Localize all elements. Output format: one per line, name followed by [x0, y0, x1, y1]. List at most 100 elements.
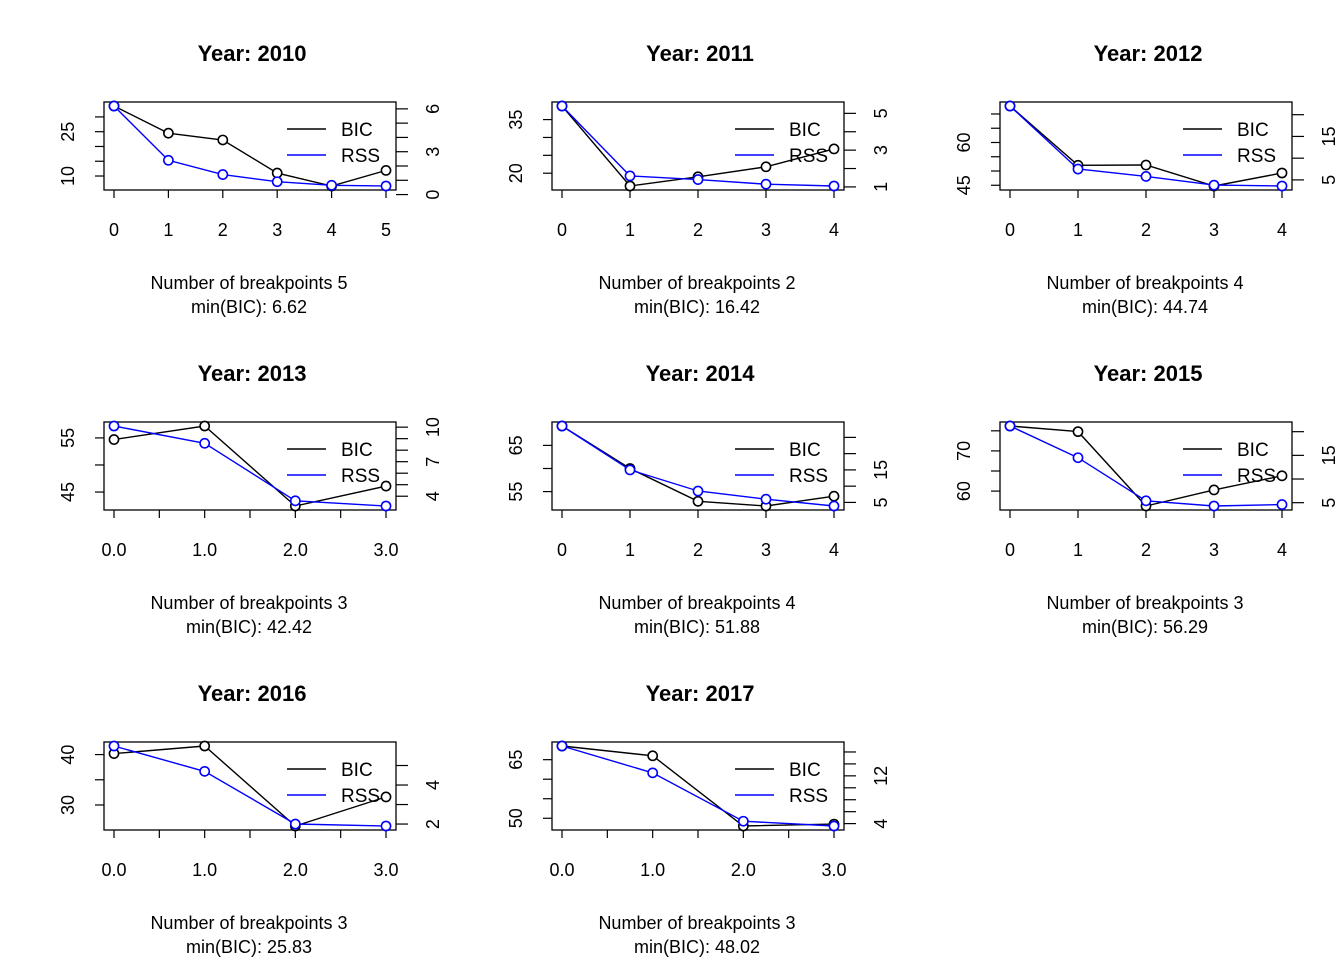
data-point-rss [1072, 452, 1084, 464]
panel-title: Year: 2011 [646, 41, 754, 66]
panel-2016: Year: 2016 0.0 1.0 2.0 3.0 30 40 2 4 BIC RSS Number… [58, 681, 443, 957]
x-tick-label: 0.0 [101, 540, 126, 560]
right-tick-label: 5 [871, 497, 891, 507]
left-tick-label: 50 [506, 808, 526, 828]
data-point-bic [1276, 470, 1288, 482]
data-point-bic [380, 480, 392, 492]
left-tick-label: 10 [58, 166, 78, 186]
right-tick-label: 2 [423, 819, 443, 829]
legend-label-rss: RSS [341, 786, 380, 807]
left-tick-label: 70 [954, 441, 974, 461]
legend-label-rss: RSS [789, 146, 828, 167]
data-point-bic [1208, 484, 1220, 496]
data-point-bic [271, 167, 283, 179]
right-tick-label: 4 [423, 780, 443, 790]
data-point-rss [271, 176, 283, 188]
x-tick-label: 2 [693, 220, 703, 240]
data-point-bic [624, 180, 636, 192]
x-tick-label: 0 [1005, 540, 1015, 560]
x-tick-label: 1 [1073, 220, 1083, 240]
data-point-rss [380, 820, 392, 832]
data-point-rss [108, 420, 120, 432]
series-line-bic [113, 105, 387, 187]
left-tick-label: 35 [506, 110, 526, 130]
x-tick-label: 3.0 [373, 540, 398, 560]
panel-2017: Year: 2017 0.0 1.0 2.0 3.0 50 65 4 12 BIC RSS Numbe… [506, 681, 891, 957]
x-tick-label: 1 [1073, 540, 1083, 560]
x-tick-label: 3 [761, 540, 771, 560]
data-point-rss [1208, 179, 1220, 191]
series-line-rss [113, 105, 387, 187]
data-point-rss [289, 495, 301, 507]
data-point-rss [1208, 500, 1220, 512]
series-line-bic [113, 745, 387, 827]
right-tick-label: 7 [423, 457, 443, 467]
data-point-rss [828, 180, 840, 192]
x-tick-label: 0 [557, 220, 567, 240]
right-tick-label: 5 [1319, 498, 1339, 508]
data-point-rss [828, 820, 840, 832]
data-point-rss [556, 100, 568, 112]
breakpoints-label: Number of breakpoints 4 [598, 593, 795, 613]
min-bic-label: min(BIC): 48.02 [634, 937, 760, 957]
data-point-rss [1140, 171, 1152, 182]
panel-2012: Year: 2012 0 1 2 3 4 45 60 5 15 BIC RSS Number of br… [954, 41, 1339, 317]
data-point-rss [289, 818, 301, 830]
right-tick-label: 15 [871, 460, 891, 480]
x-tick-label: 0.0 [101, 860, 126, 880]
data-point-rss [1004, 100, 1016, 112]
data-point-bic [108, 434, 120, 445]
x-tick-label: 4 [1277, 220, 1287, 240]
x-tick-label: 2 [693, 540, 703, 560]
data-point-rss [1072, 163, 1084, 175]
legend-label-bic: BIC [789, 120, 821, 141]
data-point-rss [217, 169, 229, 180]
data-point-rss [1004, 420, 1016, 432]
x-tick-label: 1 [625, 540, 635, 560]
right-tick-label: 6 [423, 104, 443, 114]
panel-2014: Year: 2014 0 1 2 3 4 55 65 5 15 BIC RSS Number of br… [506, 361, 891, 637]
data-point-rss [199, 765, 211, 777]
right-tick-label: 3 [423, 147, 443, 157]
left-tick-label: 65 [506, 435, 526, 455]
data-point-rss [624, 464, 636, 476]
data-point-rss [1276, 499, 1288, 510]
series-line-rss [113, 425, 387, 507]
data-point-bic [828, 143, 840, 155]
series-line-bic [113, 425, 387, 507]
x-tick-label: 1.0 [640, 860, 665, 880]
right-tick-label: 15 [1319, 126, 1339, 146]
data-point-bic [692, 495, 704, 507]
legend-label-rss: RSS [789, 466, 828, 487]
data-point-bic [1072, 426, 1084, 438]
data-point-rss [692, 485, 704, 497]
series-line-bic [561, 745, 835, 827]
x-tick-label: 0.0 [549, 860, 574, 880]
x-tick-label: 3 [272, 220, 282, 240]
x-tick-label: 3 [761, 220, 771, 240]
panel-2013: Year: 2013 0.0 1.0 2.0 3.0 45 55 4 7 10 BIC RSS Numb… [58, 361, 443, 637]
panel-2015: Year: 2015 0 1 2 3 4 60 70 5 15 BIC RSS Number of br… [954, 361, 1339, 637]
panel-title: Year: 2010 [198, 41, 307, 66]
left-tick-label: 30 [58, 795, 78, 815]
breakpoints-label: Number of breakpoints 5 [150, 273, 347, 293]
panel-title: Year: 2015 [1094, 361, 1203, 386]
data-point-bic [828, 490, 840, 502]
data-point-rss [556, 740, 568, 752]
panel-title: Year: 2014 [646, 361, 756, 386]
data-point-bic [380, 791, 392, 803]
legend-label-rss: RSS [341, 146, 380, 167]
legend-label-bic: BIC [341, 120, 373, 141]
legend-label-bic: BIC [1237, 440, 1269, 461]
left-tick-label: 65 [506, 750, 526, 770]
x-tick-label: 4 [829, 540, 839, 560]
panel-title: Year: 2016 [198, 681, 307, 706]
x-tick-label: 1 [625, 220, 635, 240]
legend-label-bic: BIC [341, 440, 373, 461]
right-tick-label: 12 [871, 766, 891, 786]
x-tick-label: 3.0 [821, 860, 846, 880]
data-point-rss [199, 437, 211, 449]
data-point-rss [737, 815, 749, 827]
x-tick-label: 5 [381, 220, 391, 240]
data-point-rss [760, 178, 772, 190]
